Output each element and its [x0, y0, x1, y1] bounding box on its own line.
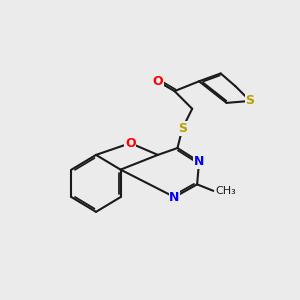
Text: CH₃: CH₃ — [216, 186, 236, 196]
Text: S: S — [178, 122, 187, 135]
Text: N: N — [169, 190, 180, 204]
Text: O: O — [152, 75, 163, 88]
Text: N: N — [194, 155, 204, 168]
Text: O: O — [125, 136, 136, 150]
Text: S: S — [246, 94, 255, 107]
